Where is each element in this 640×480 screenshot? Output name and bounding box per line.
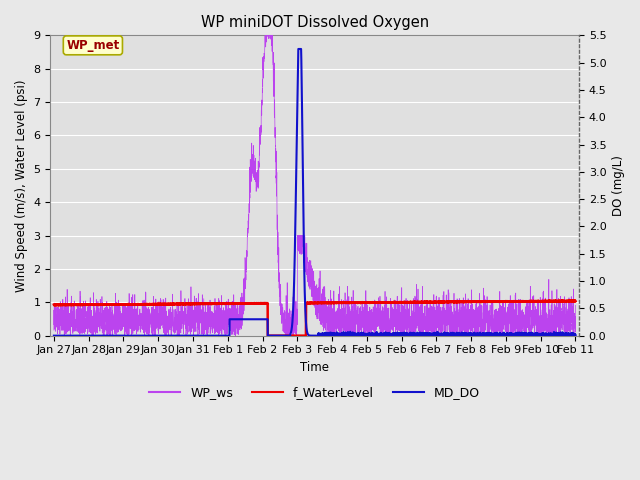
Legend: WP_ws, f_WaterLevel, MD_DO: WP_ws, f_WaterLevel, MD_DO (144, 382, 485, 405)
Y-axis label: Wind Speed (m/s), Water Level (psi): Wind Speed (m/s), Water Level (psi) (15, 79, 28, 292)
Text: WP_met: WP_met (67, 39, 120, 52)
X-axis label: Time: Time (300, 361, 329, 374)
Y-axis label: DO (mg/L): DO (mg/L) (612, 155, 625, 216)
Title: WP miniDOT Dissolved Oxygen: WP miniDOT Dissolved Oxygen (200, 15, 429, 30)
